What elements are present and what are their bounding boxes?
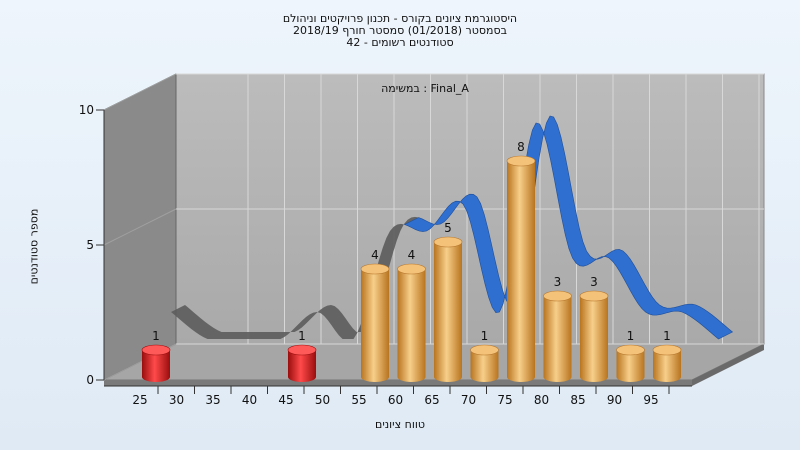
bar-top — [652, 344, 682, 356]
bar-value-label: 1 — [298, 329, 306, 343]
bar-top — [433, 236, 463, 248]
floor-edge — [104, 380, 692, 386]
bar-value-label: 4 — [408, 248, 416, 262]
x-tick-label: 30 — [169, 393, 184, 407]
x-tick-label: 60 — [388, 393, 403, 407]
x-tick-label: 55 — [351, 393, 366, 407]
bar-body — [434, 242, 462, 382]
x-tick-label: 75 — [497, 393, 512, 407]
x-tick-label: 35 — [205, 393, 220, 407]
chart-title-line-2: בסמסטר (01/2018) סמסטר חורף 2018/19 — [293, 24, 507, 37]
bar-top — [616, 344, 645, 356]
x-tick-label: 85 — [570, 393, 585, 407]
x-tick-label: 95 — [643, 393, 658, 407]
chart-title-line-3: סטודנטים רשומים - 42 — [346, 36, 454, 49]
bar-top — [543, 290, 572, 302]
bar-body — [397, 269, 426, 382]
bar-value-label: 1 — [152, 329, 160, 343]
bar-value-label: 8 — [517, 140, 525, 154]
bar-body — [288, 350, 316, 382]
bar-top — [287, 344, 317, 356]
bar-body — [580, 296, 608, 382]
x-tick-label: 70 — [461, 393, 476, 407]
bar-body — [543, 296, 572, 382]
x-tick-label: 80 — [534, 393, 549, 407]
y-axis-label: מספר סטודנטים — [27, 208, 41, 285]
bar-value-label: 1 — [663, 329, 671, 343]
chart-title-line-1: היסטוגרמת ציונים בקורס - תכנון פרויקטים … — [282, 12, 518, 25]
bar-top — [141, 344, 171, 356]
x-tick-label: 25 — [132, 393, 147, 407]
x-tick-label: 90 — [607, 393, 622, 407]
bar-top — [397, 263, 426, 275]
floor-edge-side — [692, 344, 764, 386]
bar-top — [470, 344, 499, 356]
chart-subtitle: במשימה : Final_A — [381, 82, 469, 95]
bar-value-label: 3 — [590, 275, 598, 289]
x-tick-label: 40 — [242, 393, 257, 407]
bar-body — [507, 161, 535, 382]
x-axis-label: טווח ציונים — [375, 418, 425, 431]
grid-line-y-side — [103, 208, 177, 246]
bar-value-label: 4 — [371, 248, 379, 262]
bar-value-label: 5 — [444, 221, 452, 235]
bar-top — [506, 155, 536, 167]
x-tick-label: 50 — [315, 393, 330, 407]
bar-value-label: 3 — [554, 275, 562, 289]
y-tick-label: 0 — [86, 373, 94, 387]
bar-value-label: 1 — [627, 329, 635, 343]
bar-value-label: 1 — [481, 329, 489, 343]
x-tick-label: 45 — [278, 393, 293, 407]
bar-body — [470, 350, 499, 382]
bar-body — [142, 350, 170, 382]
bar-body — [653, 350, 681, 382]
bar-top — [579, 290, 609, 302]
bar-body — [616, 350, 645, 382]
bar-body — [361, 269, 389, 382]
trend-ribbon-gray — [171, 216, 419, 339]
x-tick-label: 65 — [424, 393, 439, 407]
y-tick-label: 5 — [86, 238, 94, 252]
bar-top — [360, 263, 390, 275]
y-tick-label: 10 — [79, 103, 94, 117]
grid-line-y-side — [103, 73, 177, 111]
